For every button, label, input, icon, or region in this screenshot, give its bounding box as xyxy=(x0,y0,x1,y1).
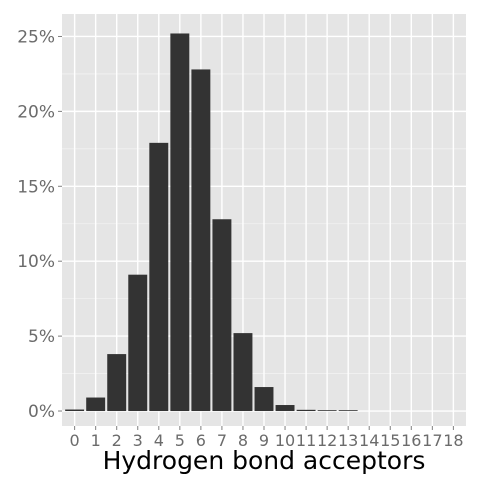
bar-5 xyxy=(170,33,190,412)
bar-4 xyxy=(149,142,169,412)
y-tick-label: 15% xyxy=(17,177,55,197)
x-tick-label: 10 xyxy=(275,431,295,450)
x-tick-label: 18 xyxy=(443,431,463,450)
x-tick-label: 17 xyxy=(422,431,442,450)
x-tick-label: 0 xyxy=(70,431,80,450)
bar-1 xyxy=(86,397,106,412)
bars xyxy=(65,33,358,412)
x-tick-label: 15 xyxy=(380,431,400,450)
bar-10 xyxy=(275,405,295,412)
x-tick-label: 4 xyxy=(154,431,164,450)
x-tick-label: 14 xyxy=(359,431,379,450)
x-tick-label: 12 xyxy=(317,431,337,450)
y-tick-label: 0% xyxy=(28,402,55,422)
y-tick-label: 25% xyxy=(17,27,55,47)
x-tick-label: 2 xyxy=(112,431,122,450)
bar-2 xyxy=(107,354,127,412)
x-tick-label: 6 xyxy=(196,431,206,450)
y-tick-label: 20% xyxy=(17,102,55,122)
x-axis-label: Hydrogen bond acceptors xyxy=(103,446,426,475)
x-axis-ticks: 0 1 2 3 4 5 6 7 8 9 10 11 12 13 14 15 16 17 18 xyxy=(70,426,464,450)
x-tick-label: 11 xyxy=(296,431,316,450)
x-tick-label: 9 xyxy=(259,431,269,450)
x-tick-label: 1 xyxy=(91,431,101,450)
bar-8 xyxy=(233,333,253,412)
x-tick-label: 8 xyxy=(238,431,248,450)
bar-9 xyxy=(254,387,274,412)
bar-7 xyxy=(212,219,232,412)
bar-11 xyxy=(296,409,316,412)
y-tick-label: 10% xyxy=(17,252,55,272)
bar-12 xyxy=(317,410,337,412)
bar-6 xyxy=(191,69,211,412)
x-tick-label: 5 xyxy=(175,431,185,450)
x-tick-label: 3 xyxy=(133,431,143,450)
y-axis-ticks: 0% 5% 10% 15% 20% 25% xyxy=(17,27,62,422)
y-tick-label: 5% xyxy=(28,327,55,347)
x-tick-label: 13 xyxy=(338,431,358,450)
bar-13 xyxy=(338,410,358,412)
x-tick-label: 16 xyxy=(401,431,421,450)
bar-0 xyxy=(65,409,85,412)
bar-3 xyxy=(128,274,148,412)
x-tick-label: 7 xyxy=(217,431,227,450)
